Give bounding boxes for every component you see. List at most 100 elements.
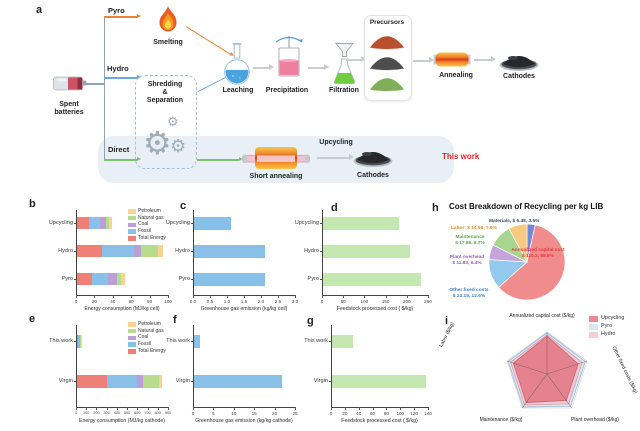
x-axis-line	[76, 295, 169, 296]
precipitation-label: Precipitation	[265, 87, 309, 94]
y-tick-mark	[319, 279, 322, 280]
filtration-funnel-flask-icon	[333, 43, 356, 84]
x-tick-mark	[168, 295, 169, 298]
x-tick-mark	[343, 295, 344, 298]
y-tick-mark	[73, 341, 76, 342]
radar-spoke	[546, 373, 572, 409]
x-tick-label: 150	[381, 298, 390, 304]
pyro-arrow	[104, 13, 141, 19]
x-tick-label: 0.5	[206, 298, 214, 304]
y-tick-mark	[328, 341, 331, 342]
x-tick-mark	[385, 295, 387, 298]
x-tick-label: 100	[83, 410, 90, 415]
x-axis-line	[331, 407, 429, 408]
upcycling-label: Upcycling	[319, 139, 353, 146]
y-tick-mark	[190, 341, 193, 342]
y-tick-mark	[190, 251, 193, 252]
x-tick-mark	[193, 407, 194, 410]
x-tick-mark	[137, 407, 139, 410]
bar-pyro	[323, 272, 421, 286]
bar-segment-upcycling-total-energy	[77, 217, 89, 229]
legend-label-fossil: Fossil	[138, 341, 152, 348]
cathodes-bottom-powder-icon	[353, 152, 393, 167]
bar-segment-pyro-natural-gas	[116, 273, 122, 285]
panel-letter-d: d	[331, 202, 338, 214]
legend-swatch-natural-gas	[128, 328, 136, 334]
x-tick-label: 5	[212, 410, 215, 416]
shredding-separation-label: Shredding & Separation	[146, 81, 184, 105]
chart-e-energy-consumption-cathode: 0 100 200 300 400 500 600 700 800 900 This work Vir…	[28, 311, 188, 429]
radar-grid-ring	[506, 331, 588, 409]
pie-label-maintenance: Maintenance $ 17.86, 9.7%	[455, 235, 485, 247]
smelting-flame-icon	[159, 6, 177, 32]
bar-upcycling	[323, 216, 400, 230]
radar-legend-label-hydro: Hydro	[601, 331, 616, 337]
x-tick-mark	[227, 295, 228, 298]
gear-icon-large: ⚙	[143, 124, 172, 162]
category-label-upcycling: Upcycling	[48, 219, 73, 226]
x-tick-label: 80	[147, 298, 153, 304]
radar-legend-label-pyro: Pyro	[601, 323, 613, 329]
x-tick-label: 250	[424, 298, 432, 304]
bar-segment-upcycling-natural-gas	[105, 217, 110, 229]
pie-label-materials: Materials, $ 6.48, 3.5%	[489, 219, 540, 224]
x-tick-mark	[76, 295, 77, 298]
x-tick-mark	[233, 407, 235, 410]
panel-letter-f: f	[173, 314, 177, 326]
panel-letter-i: i	[445, 315, 449, 327]
filtration-label: Filtration	[329, 87, 359, 94]
panel-letter-a: a	[36, 4, 43, 16]
spent-battery-icon	[53, 76, 87, 91]
radar-legend-swatch-upcycling	[589, 316, 598, 322]
radar-axis-label-plant-overhead-kg-: Plant overhead ($/kg)	[571, 417, 619, 423]
bar-segment-pyro-coal	[108, 273, 117, 285]
x-tick-label: 2.5	[274, 298, 282, 304]
category-label-hydro: Hydro	[58, 247, 73, 254]
panel-letter-b: b	[29, 198, 36, 210]
shredding-to-short-annealing-arrow	[197, 156, 243, 162]
legend-label-total-energy: Total Energy	[138, 348, 166, 354]
bar-upcycling	[194, 216, 232, 230]
y-axis-line	[331, 325, 332, 407]
pie-svg	[488, 223, 566, 301]
legend-swatch-total-energy	[128, 236, 136, 241]
bar-segment-this-work-total-energy	[77, 334, 78, 348]
x-tick-label: 100	[396, 410, 405, 416]
this-work-label: This work	[442, 152, 480, 161]
legend-label-petroleum: Petroleum	[138, 207, 161, 214]
x-tick-mark	[96, 407, 98, 410]
x-tick-mark	[149, 295, 151, 298]
x-tick-mark	[76, 407, 77, 410]
x-axis-title: Energy consumption (MJ/kg cell)	[84, 305, 160, 312]
bar-segment-virgin-total-energy	[77, 374, 107, 388]
x-tick-mark	[116, 407, 118, 410]
x-tick-label: 0	[74, 410, 78, 415]
route-branch-line	[103, 16, 105, 160]
legend-swatch-coal	[128, 222, 136, 228]
x-tick-label: 0	[329, 410, 333, 416]
y-tick-mark	[190, 279, 193, 280]
precursor-powder-green-icon	[370, 78, 404, 92]
category-label-this-work: This work	[304, 337, 328, 344]
x-tick-mark	[254, 407, 255, 410]
smelting-label: Smelting	[153, 39, 183, 46]
x-tick-mark	[274, 407, 276, 410]
cathodes-powder-icon	[499, 56, 539, 71]
x-axis-line	[322, 295, 429, 296]
x-tick-label: 200	[402, 298, 411, 304]
chart-g-feedstock-cost-cathode: 0 20 40 60 80 100 120 140 This work Virgin Feedsto…	[290, 311, 438, 429]
y-tick-mark	[328, 381, 331, 382]
x-tick-mark	[244, 295, 245, 298]
y-tick-mark	[319, 223, 322, 224]
panel-letter-g: g	[307, 315, 314, 327]
x-axis-line	[76, 407, 169, 408]
bar-segment-pyro-fossil	[91, 273, 109, 285]
category-label-pyro: Pyro	[178, 275, 190, 282]
x-tick-label: 100	[360, 298, 369, 304]
x-tick-mark	[295, 295, 296, 298]
category-label-virgin: Virgin	[313, 377, 328, 384]
bar-hydro	[323, 244, 410, 258]
bar-segment-this-work-coal	[78, 334, 81, 348]
x-tick-mark	[322, 295, 323, 298]
bar-segment-hydro-natural-gas	[141, 245, 158, 257]
